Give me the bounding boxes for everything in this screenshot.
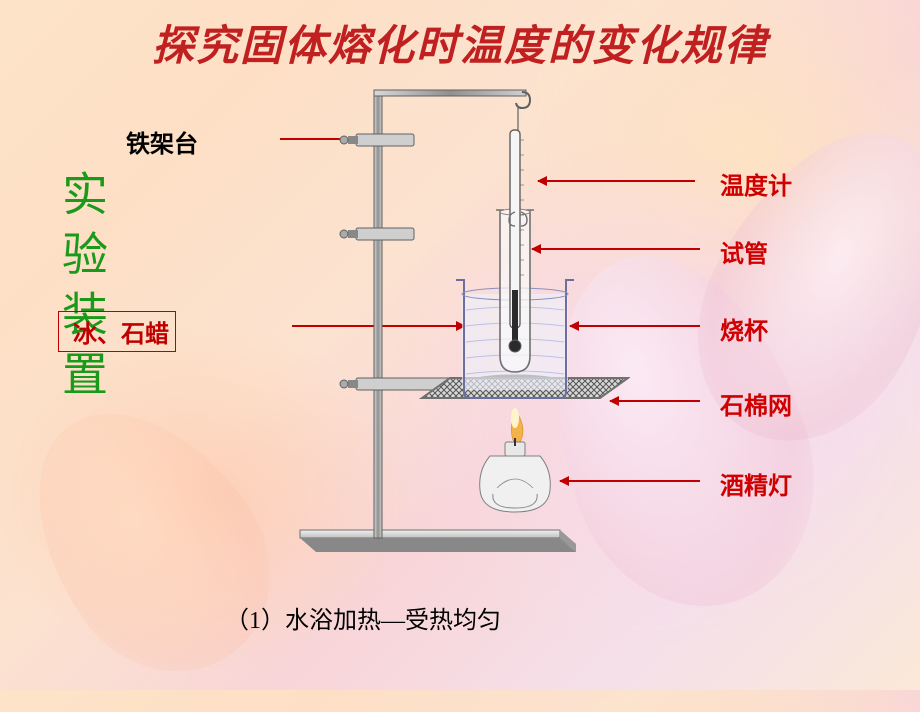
side-title: 实验装置 [48, 170, 114, 410]
label-tube: 试管 [720, 234, 768, 269]
apparatus-diagram [270, 70, 630, 580]
page-title: 探究固体熔化时温度的变化规律 [0, 12, 920, 73]
label-beaker: 烧杯 [720, 311, 768, 346]
clamp-2 [340, 228, 414, 240]
stand-top-bar [374, 90, 530, 108]
clamp-1 [340, 134, 414, 146]
footer-note: （1）水浴加热—受热均匀 [225, 600, 501, 635]
alcohol-lamp [480, 408, 551, 512]
label-thermo: 温度计 [720, 166, 792, 201]
stand-base [300, 530, 576, 552]
label-sample: 冰、石蜡 [58, 311, 176, 352]
label-stand: 铁架台 [80, 124, 198, 159]
label-lamp: 酒精灯 [720, 466, 792, 501]
stand-pole [374, 90, 382, 538]
label-mesh: 石棉网 [720, 386, 792, 421]
